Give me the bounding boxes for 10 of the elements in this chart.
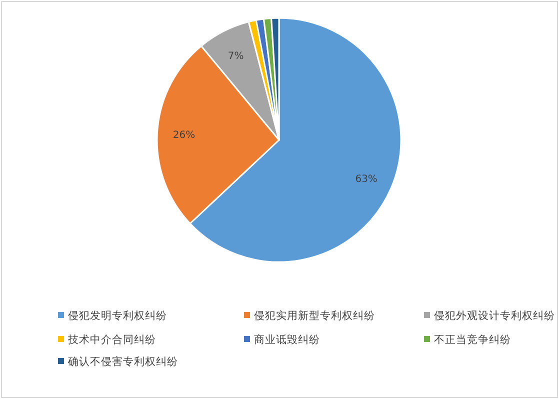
legend-label: 确认不侵害专利权纠纷: [67, 355, 178, 368]
data-label: 63%: [355, 174, 378, 185]
data-label: 7%: [228, 51, 244, 62]
legend-label: 商业诋毁纠纷: [254, 333, 320, 346]
data-label: 26%: [172, 130, 196, 142]
legend-label: 侵犯外观设计专利权纠纷: [434, 309, 555, 322]
legend-label: 不正当竞争纠纷: [434, 333, 511, 346]
legend-label: 侵犯发明专利权纠纷: [68, 309, 167, 322]
legend-label: 技术中介合同纠纷: [67, 333, 156, 346]
legend-label: 侵犯实用新型专利权纠纷: [254, 309, 375, 322]
